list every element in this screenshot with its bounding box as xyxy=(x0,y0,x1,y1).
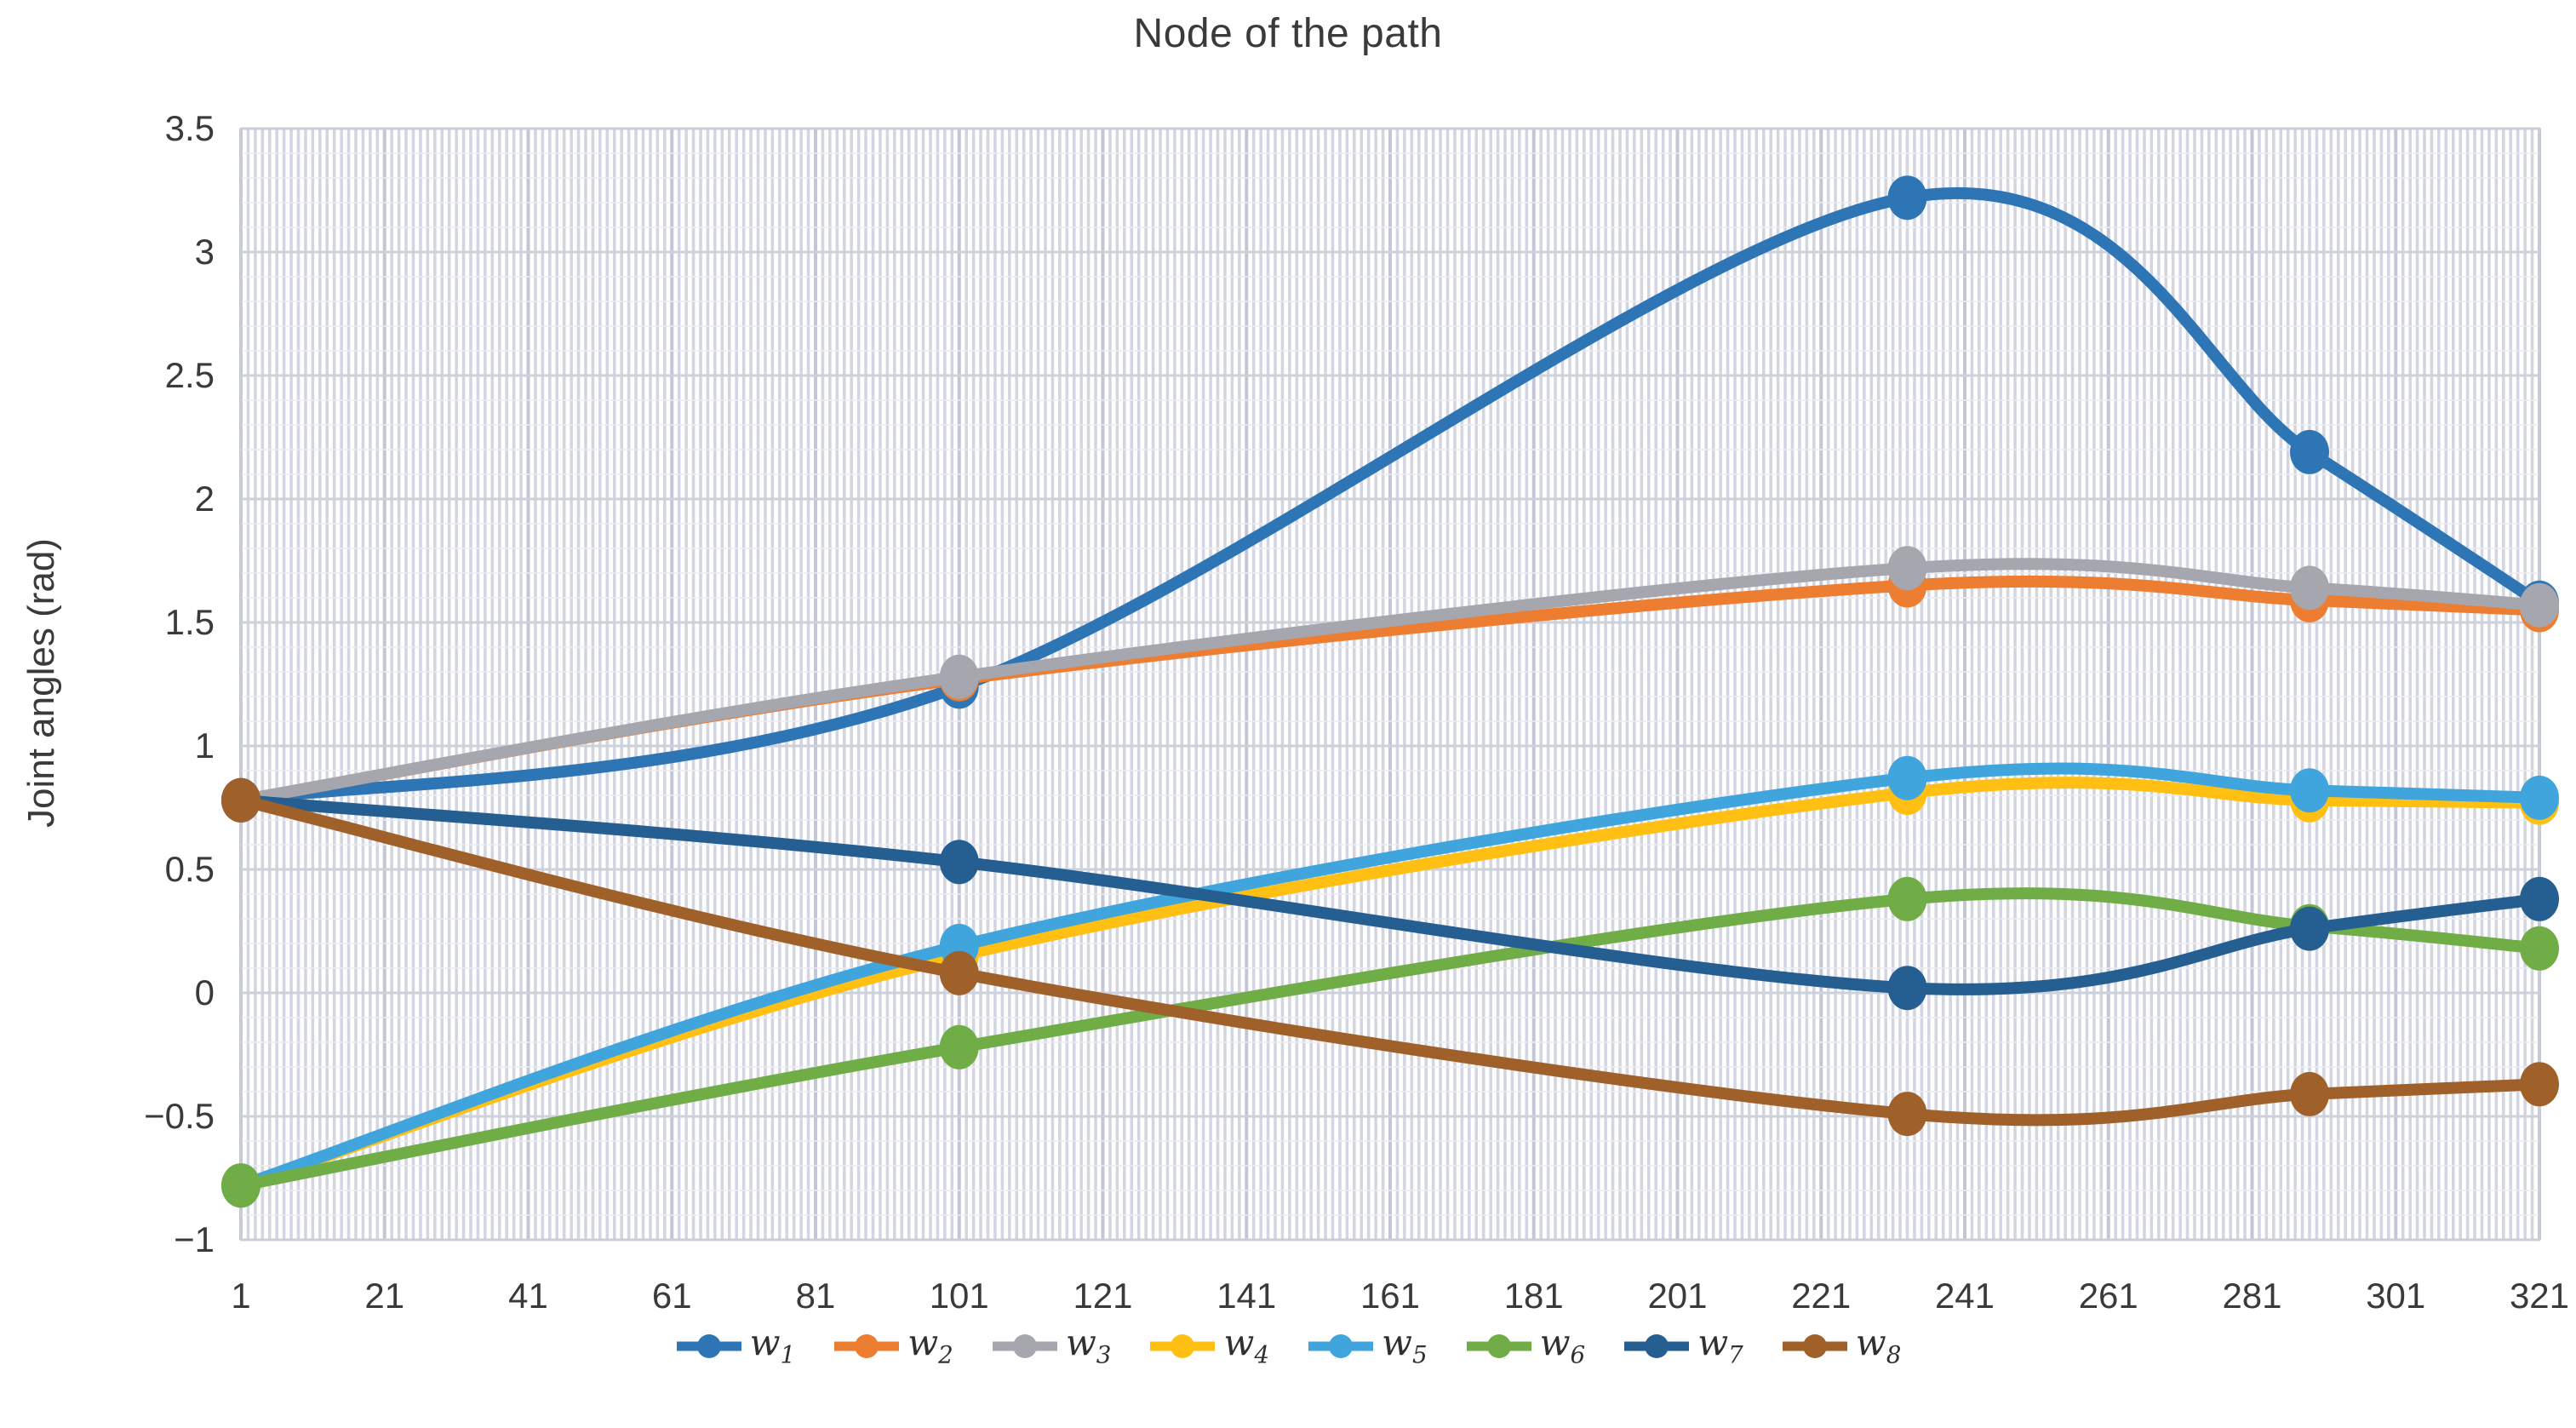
series-w3-marker xyxy=(2520,582,2559,628)
legend-label-w7: w7 xyxy=(1697,1322,1743,1369)
legend-label-w4: w4 xyxy=(1223,1322,1269,1369)
x-tick-label: 1 xyxy=(231,1276,250,1316)
series-w6-marker xyxy=(1887,876,1927,921)
legend-label-w8: w8 xyxy=(1855,1322,1902,1369)
series-w5-marker xyxy=(2290,768,2329,813)
legend-item-w2: w2 xyxy=(833,1322,953,1369)
series-w8-marker xyxy=(939,950,979,995)
legend-label-w3: w3 xyxy=(1065,1322,1112,1369)
x-tick-label: 101 xyxy=(930,1276,989,1316)
legend: w1 w2 w3 w4 w5 w6 w7 w8 xyxy=(0,1322,2576,1369)
legend-label-w1: w1 xyxy=(749,1322,796,1369)
legend-item-w4: w4 xyxy=(1148,1322,1269,1369)
x-tick-label: 81 xyxy=(796,1276,836,1316)
x-tick-label: 121 xyxy=(1073,1276,1132,1316)
x-tick-label: 141 xyxy=(1216,1276,1276,1316)
y-tick-label: 1.5 xyxy=(165,602,215,642)
legend-item-w8: w8 xyxy=(1781,1322,1902,1369)
series-w7-marker xyxy=(2520,876,2559,921)
series-w7-marker xyxy=(1887,966,1927,1011)
y-tick-label: −1 xyxy=(174,1219,215,1259)
legend-line-marker-icon xyxy=(1150,1333,1216,1358)
x-tick-label: 281 xyxy=(2222,1276,2281,1316)
x-tick-label: 201 xyxy=(1647,1276,1707,1316)
x-tick-label: 181 xyxy=(1504,1276,1564,1316)
legend-item-w5: w5 xyxy=(1307,1322,1428,1369)
y-tick-label: −0.5 xyxy=(144,1096,215,1136)
legend-label-w5: w5 xyxy=(1382,1322,1428,1369)
chart-title: Node of the path xyxy=(1133,11,1443,56)
series-w6-marker xyxy=(221,1163,260,1208)
series-w5-marker xyxy=(2520,775,2559,820)
y-tick-label: 0 xyxy=(195,972,215,1012)
series-w6-marker xyxy=(2520,926,2559,971)
series-w1-marker xyxy=(1887,175,1927,221)
legend-item-w3: w3 xyxy=(991,1322,1112,1369)
series-w3-marker xyxy=(2290,565,2329,611)
series-w5-marker xyxy=(1887,755,1927,800)
legend-line-marker-icon xyxy=(1466,1333,1531,1358)
series-w8-marker xyxy=(1887,1092,1927,1137)
legend-item-w6: w6 xyxy=(1465,1322,1586,1369)
legend-line-marker-icon xyxy=(992,1333,1057,1358)
series-w1-marker xyxy=(2290,429,2329,474)
series-w8-marker xyxy=(221,777,260,823)
legend-line-marker-icon xyxy=(1782,1333,1847,1358)
legend-line-marker-icon xyxy=(834,1333,900,1358)
legend-item-w1: w1 xyxy=(675,1322,796,1369)
legend-line-marker-icon xyxy=(676,1333,741,1358)
y-tick-label: 2.5 xyxy=(165,355,215,395)
x-tick-label: 261 xyxy=(2079,1276,2138,1316)
legend-label-w6: w6 xyxy=(1539,1322,1586,1369)
x-tick-label: 221 xyxy=(1791,1276,1851,1316)
series-w3-marker xyxy=(939,654,979,699)
legend-item-w7: w7 xyxy=(1623,1322,1743,1369)
series-w6-marker xyxy=(939,1024,979,1070)
series-w3-marker xyxy=(1887,546,1927,591)
series-w8-marker xyxy=(2520,1062,2559,1107)
y-tick-label: 2 xyxy=(195,479,215,519)
x-tick-label: 301 xyxy=(2366,1276,2425,1316)
legend-line-marker-icon xyxy=(1308,1333,1373,1358)
y-tick-label: 0.5 xyxy=(165,849,215,889)
legend-line-marker-icon xyxy=(1624,1333,1690,1358)
legend-label-w2: w2 xyxy=(907,1322,953,1369)
y-tick-label: 3 xyxy=(195,232,215,272)
series-w8-marker xyxy=(2290,1071,2329,1116)
x-tick-label: 41 xyxy=(508,1276,548,1316)
y-tick-label: 1 xyxy=(195,725,215,766)
x-tick-label: 321 xyxy=(2510,1276,2569,1316)
series-w7-marker xyxy=(2290,906,2329,951)
series-w7-marker xyxy=(939,840,979,885)
x-tick-label: 161 xyxy=(1360,1276,1420,1316)
plot-border xyxy=(239,127,2541,1242)
x-tick-label: 21 xyxy=(364,1276,404,1316)
y-tick-label: 3.5 xyxy=(165,108,215,148)
x-tick-label: 61 xyxy=(652,1276,692,1316)
x-tick-label: 241 xyxy=(1935,1276,1995,1316)
